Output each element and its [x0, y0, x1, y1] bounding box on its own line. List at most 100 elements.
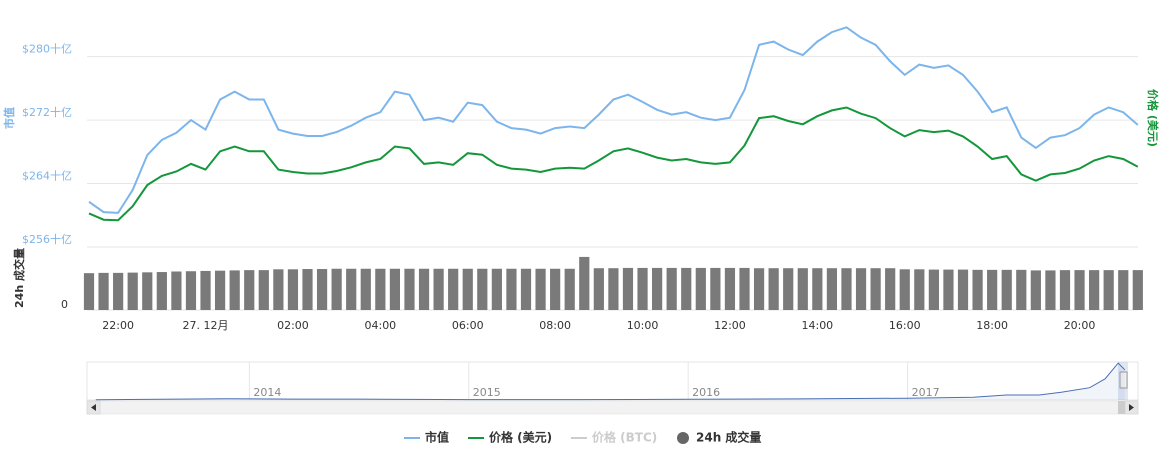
volume-bar [506, 268, 517, 310]
x-tick-label: 06:00 [452, 319, 484, 332]
x-tick-label: 16:00 [889, 319, 921, 332]
volume-bar [1089, 270, 1100, 310]
volume-bar [1030, 270, 1041, 310]
volume-bar [564, 268, 575, 310]
volume-bar [943, 269, 954, 310]
volume-bar [375, 268, 386, 310]
volume-bar [928, 269, 939, 310]
volume-bar [753, 268, 765, 310]
volume-bar [185, 271, 197, 310]
volume-bar [826, 268, 838, 310]
volume-tick-label: 0 [61, 298, 68, 311]
volume-bar [797, 268, 808, 310]
volume-bar [418, 268, 430, 310]
x-tick-label: 22:00 [102, 319, 134, 332]
x-tick-label: 27. 12月 [183, 319, 229, 332]
volume-bar [783, 268, 794, 310]
y-axis-title: 市值 [2, 107, 16, 129]
volume-bar [83, 273, 95, 310]
x-tick-label: 12:00 [714, 319, 746, 332]
x-tick-label: 20:00 [1064, 319, 1096, 332]
volume-bar [448, 268, 459, 310]
volume-bar [200, 270, 211, 310]
volume-bar [681, 267, 692, 310]
volume-bar [389, 268, 401, 310]
navigator-tick-label: 2016 [692, 386, 720, 399]
volume-bar [142, 272, 153, 310]
volume-bar [520, 268, 532, 310]
scroll-left-arrow [91, 404, 96, 411]
volume-bar [404, 268, 415, 310]
legend-symbol [677, 432, 689, 444]
volume-bar [1016, 269, 1027, 310]
volume-bar [710, 267, 721, 310]
volume-bar [113, 272, 124, 310]
volume-bar [1103, 270, 1114, 310]
navigator-tick-label: 2014 [253, 386, 281, 399]
volume-bar [622, 267, 634, 310]
volume-bar [812, 268, 823, 310]
volume-bar [346, 268, 357, 310]
volume-bar [258, 270, 269, 310]
volume-bar [127, 272, 138, 310]
volume-bar [477, 268, 488, 310]
volume-bar [215, 270, 226, 310]
volume-bar [535, 268, 546, 310]
navigator-area [95, 363, 1125, 400]
volume-bar [1132, 270, 1143, 310]
legend-label[interactable]: 价格 (BTC) [592, 430, 657, 445]
volume-bar [608, 268, 619, 310]
volume-bar [462, 268, 473, 310]
volume-bar [899, 269, 910, 310]
volume-bar [331, 268, 342, 310]
volume-bar [433, 268, 444, 310]
volume-bar [1074, 270, 1085, 310]
volume-bar [652, 267, 663, 310]
volume-bar [724, 267, 736, 310]
volume-bar [768, 268, 779, 310]
navigator-handle[interactable] [1119, 371, 1128, 389]
volume-bar [287, 269, 299, 310]
scroll-thumb[interactable] [1118, 401, 1125, 414]
y2-axis-title: 价格 (美元) [1146, 89, 1160, 147]
volume-bar [695, 267, 706, 310]
volume-bar [98, 272, 109, 310]
volume-bar [550, 268, 561, 310]
volume-bar [156, 272, 167, 310]
y-tick-label: $272十亿 [22, 105, 72, 119]
x-tick-label: 08:00 [539, 319, 571, 332]
volume-bar [273, 269, 284, 310]
navigator-line [95, 362, 1126, 401]
volume-bar [841, 268, 852, 310]
x-tick-label: 14:00 [801, 319, 833, 332]
volume-bar [637, 267, 648, 310]
x-tick-label: 18:00 [976, 319, 1008, 332]
volume-bar [491, 268, 502, 310]
legend-label[interactable]: 市值 [425, 430, 449, 445]
y-tick-label: $256十亿 [22, 232, 72, 246]
volume-bar [579, 256, 590, 310]
volume-bar [972, 269, 983, 310]
volume-bar [885, 268, 896, 310]
x-tick-label: 02:00 [277, 319, 309, 332]
volume-bar [987, 269, 998, 310]
volume-bar [855, 268, 867, 310]
volume-bar [1118, 270, 1129, 310]
volume-bar [870, 268, 881, 310]
volume-bar [666, 267, 677, 310]
x-tick-label: 10:00 [627, 319, 659, 332]
volume-bar [914, 269, 925, 310]
series-line [88, 26, 1139, 214]
scrollbar-track[interactable] [86, 400, 1139, 415]
legend-label[interactable]: 价格 (美元) [489, 430, 552, 445]
navigator-tick-label: 2015 [473, 386, 501, 399]
volume-bar [316, 269, 328, 310]
legend-label[interactable]: 24h 成交量 [696, 430, 761, 445]
x-tick-label: 04:00 [364, 319, 396, 332]
volume-bar [171, 271, 182, 310]
volume-bar [229, 270, 240, 310]
series-line [88, 106, 1139, 222]
volume-bar [360, 268, 371, 310]
volume-bar [1045, 270, 1056, 310]
volume-bar [1001, 269, 1012, 310]
